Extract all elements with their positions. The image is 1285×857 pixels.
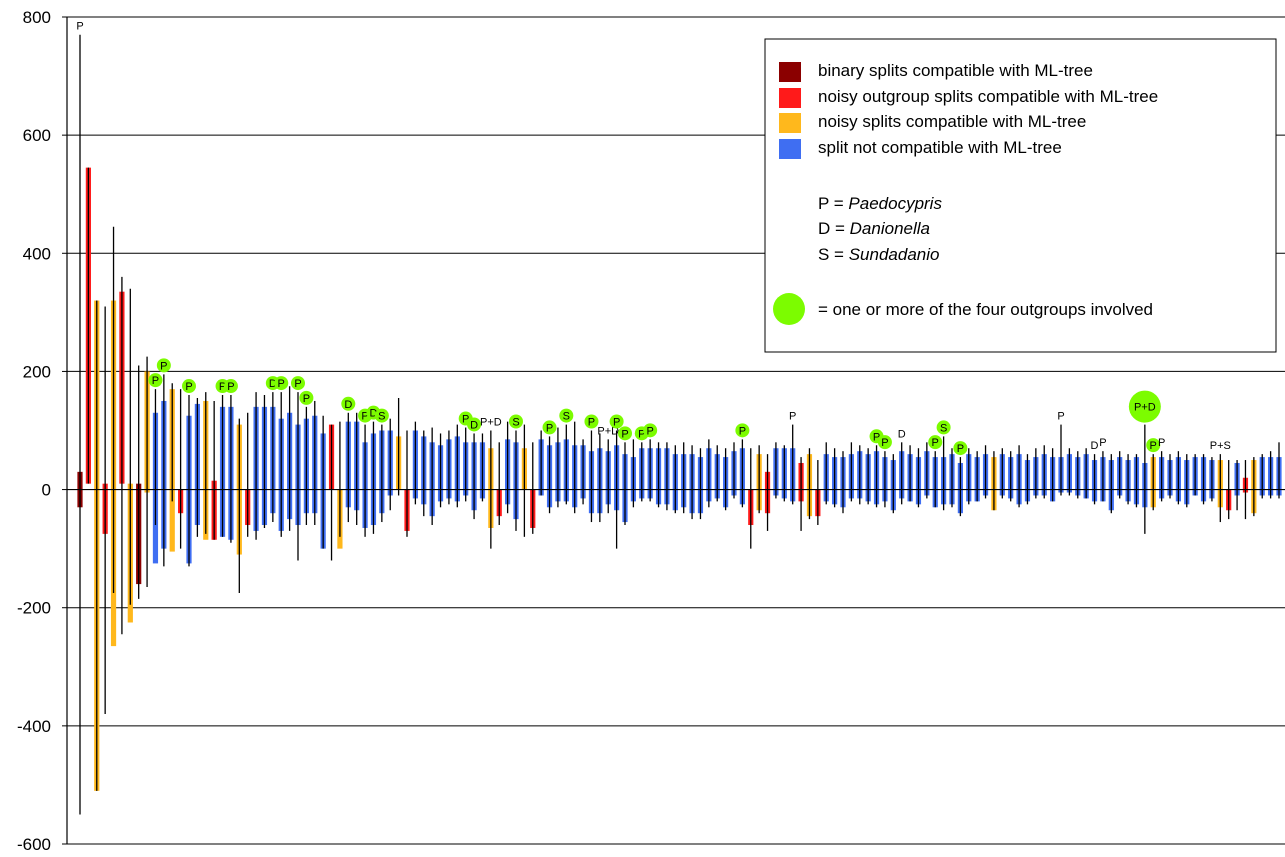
y-axis-ticks: 800 600 400 200 0 -200 -400 -600 (17, 8, 67, 854)
outgroup-marker-label: P (160, 360, 167, 372)
outgroup-marker-label: P (1150, 440, 1157, 452)
outgroup-marker-icon (618, 426, 632, 441)
outgroup-marker-icon (1128, 390, 1161, 423)
outgroup-marker-label: P (646, 425, 653, 437)
y-tick-label: -600 (17, 835, 51, 854)
legend-outgroup-marker-label: = one or more of the four outgroups invo… (818, 300, 1153, 319)
outgroup-marker-label: P (873, 431, 880, 443)
outgroup-marker-label: P (588, 417, 595, 429)
outgroup-marker-label: P (219, 381, 226, 393)
legend-label-incompatible: split not compatible with ML-tree (818, 138, 1062, 157)
y-tick-label: -400 (17, 717, 51, 736)
outgroup-marker-label: P (185, 381, 192, 393)
gridlines (67, 16, 1285, 845)
taxon-label: D (898, 428, 906, 440)
outgroup-marker-label: S (940, 422, 947, 434)
outgroup-marker-icon (643, 423, 658, 438)
taxon-label: D (1091, 440, 1099, 452)
legend-swatch-noisy (779, 113, 801, 133)
outgroup-marker-label: P (294, 378, 301, 390)
legend-label-outgroup: noisy outgroup splits compatible with ML… (818, 87, 1158, 106)
outgroup-marker-icon (735, 423, 750, 438)
outgroup-marker-icon (936, 420, 951, 435)
outgroup-marker-label: P (546, 422, 553, 434)
outgroup-marker-label: P (739, 425, 746, 437)
outgroup-marker-icon (877, 435, 892, 450)
legend-taxon-danionella: D = Danionella (818, 219, 930, 238)
outgroup-marker-label: P (621, 428, 628, 440)
legend-swatch-incompatible (779, 139, 801, 159)
legend-box (764, 38, 1277, 353)
taxon-label: P (1099, 437, 1106, 449)
outgroup-marker-label: P (957, 443, 964, 455)
outgroup-marker-icon (291, 376, 305, 391)
outgroup-marker-label: P (227, 381, 234, 393)
legend-taxon-paedocypris: P = Paedocypris (818, 194, 942, 213)
outgroup-marker-label: D (269, 378, 277, 390)
taxon-label: P (1057, 411, 1064, 423)
legend-taxon-sundadanio: S = Sundadanio (818, 245, 939, 264)
taxon-label: P (76, 21, 83, 33)
outgroup-marker-icon (559, 408, 574, 423)
y-tick-label: 200 (23, 362, 51, 381)
outgroup-marker-label: P (303, 393, 310, 405)
outgroup-marker-label: S (563, 411, 570, 423)
y-tick-label: 600 (23, 126, 51, 145)
y-tick-label: 400 (23, 244, 51, 263)
outgroup-marker-label: S (512, 417, 519, 429)
outgroup-marker-label: P+D (1134, 402, 1156, 414)
y-tick-label: 0 (42, 481, 51, 500)
outgroup-marker-icon (1146, 438, 1161, 453)
taxon-label: P+S (1210, 440, 1231, 452)
taxon-label: P (1158, 437, 1165, 449)
outgroup-marker-icon (148, 373, 163, 388)
taxon-label: P+D (597, 425, 619, 437)
legend-label-binary: binary splits compatible with ML-tree (818, 61, 1093, 80)
outgroup-marker-label: P (152, 375, 159, 387)
outgroup-marker-icon (584, 414, 599, 429)
outgroup-marker-icon (374, 408, 389, 423)
outgroup-marker-label: P (278, 378, 285, 390)
legend: binary splits compatible with ML-tree noi… (764, 38, 1277, 353)
outgroup-marker-label: D (344, 399, 352, 411)
y-tick-label: 800 (23, 8, 51, 27)
outgroup-marker-icon (223, 379, 238, 394)
y-tick-label: -200 (17, 599, 51, 618)
outgroup-marker-icon (509, 414, 523, 429)
outgroup-marker-icon (341, 396, 356, 411)
outgroup-marker-label: P (881, 437, 888, 449)
outgroup-marker-icon (928, 435, 943, 450)
legend-swatch-binary (779, 62, 801, 82)
outgroup-marker-label: P (932, 437, 939, 449)
outgroup-marker-label: D (369, 408, 377, 420)
outgroup-marker-label: D (470, 419, 478, 431)
outgroup-marker-icon (182, 379, 196, 394)
axes (66, 17, 1285, 844)
legend-outgroup-marker-icon (773, 293, 805, 325)
taxon-label: P+D (480, 417, 502, 429)
legend-swatch-outgroup (779, 88, 801, 108)
outgroup-marker-icon (467, 417, 482, 432)
outgroup-marker-icon (953, 441, 968, 456)
outgroup-marker-icon (156, 358, 171, 373)
outgroup-marker-icon (274, 376, 289, 391)
outgroup-marker-icon (609, 414, 624, 429)
outgroup-marker-label: P (462, 414, 469, 426)
outgroup-marker-label: S (378, 411, 385, 423)
outgroup-marker-label: P (361, 411, 368, 423)
outgroup-marker-label: P (638, 428, 645, 440)
outgroup-marker-icon (299, 390, 314, 405)
taxon-label: P (789, 411, 796, 423)
outgroup-marker-label: P (613, 417, 620, 429)
outgroup-marker-icon (542, 420, 557, 435)
legend-label-noisy: noisy splits compatible with ML-tree (818, 112, 1086, 131)
